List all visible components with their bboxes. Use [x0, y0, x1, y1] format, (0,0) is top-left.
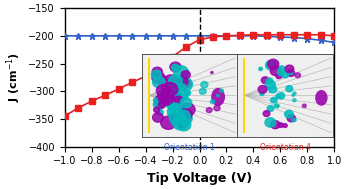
Y-axis label: J (cm$^{-1}$): J (cm$^{-1}$): [4, 52, 23, 102]
X-axis label: Tip Voltage (V): Tip Voltage (V): [147, 172, 252, 185]
